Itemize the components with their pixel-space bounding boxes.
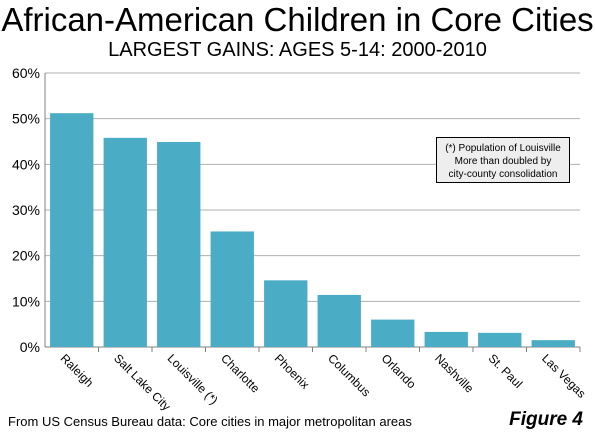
- annotation-line-3: city-county consolidation: [448, 169, 558, 180]
- bar: [103, 137, 147, 347]
- bar: [157, 141, 201, 347]
- chart-subtitle: LARGEST GAINS: AGES 5-14: 2000-2010: [108, 39, 487, 61]
- bar: [478, 332, 522, 347]
- x-tick-label: Salt Lake City: [111, 351, 173, 413]
- bar: [371, 319, 415, 347]
- y-tick-label: 50%: [12, 111, 40, 127]
- x-tick-label: Orlando: [379, 351, 419, 391]
- x-tick-label: Nashville: [432, 351, 477, 396]
- y-tick-label: 20%: [12, 248, 40, 264]
- x-tick-label: Raleigh: [58, 351, 97, 390]
- source-note: From US Census Bureau data: Core cities …: [8, 414, 412, 429]
- annotation-line-2: More than doubled by: [454, 156, 552, 167]
- chart-title: African-American Children in Core Cities: [1, 1, 594, 38]
- y-tick-label: 40%: [12, 156, 40, 172]
- x-tick-label: Charlotte: [218, 351, 263, 396]
- bar: [50, 113, 94, 347]
- bar: [424, 331, 468, 347]
- bar: [317, 294, 361, 347]
- y-tick-label: 60%: [12, 65, 40, 81]
- bar: [264, 280, 308, 347]
- x-tick-label: Louisville (*): [165, 351, 221, 407]
- annotation-box: (*) Population of Louisville More than d…: [436, 137, 570, 183]
- bar: [531, 340, 575, 347]
- figure-label: Figure 4: [509, 409, 583, 430]
- y-tick-label: 10%: [12, 293, 40, 309]
- x-tick-label: Phoenix: [272, 351, 313, 392]
- y-tick-label: 0%: [20, 339, 40, 355]
- bar: [210, 231, 254, 347]
- x-tick-label: Las Vegas: [539, 351, 589, 401]
- x-tick-label: St. Paul: [486, 351, 526, 391]
- x-tick-label: Columbus: [325, 351, 373, 399]
- y-tick-label: 30%: [12, 202, 40, 218]
- annotation-line-1: (*) Population of Louisville: [445, 143, 561, 154]
